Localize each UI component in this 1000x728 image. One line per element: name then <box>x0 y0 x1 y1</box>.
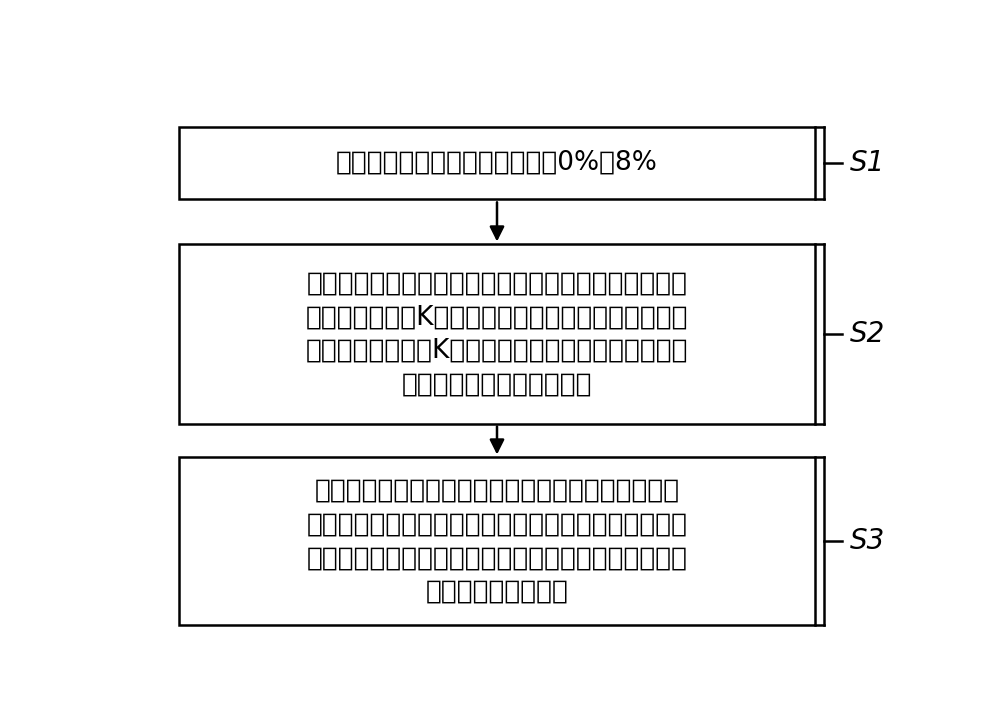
Bar <box>179 457 815 625</box>
Text: 通过测算所述电池的降压差値是否在额定范围内以判断: 通过测算所述电池的降压差値是否在额定范围内以判断 <box>306 545 688 571</box>
Text: 测算所述电池的K的値是否离散以判断所述电池是否为: 测算所述电池的K的値是否离散以判断所述电池是否为 <box>306 304 688 331</box>
Text: 不良，其中，所述K的値为所述电池在间隔时间内的电: 不良，其中，所述K的値为所述电池在间隔时间内的电 <box>306 338 688 364</box>
Bar <box>179 127 815 199</box>
Text: 储，随后对所述电池进行第二次筛选，所述第二次筛选: 储，随后对所述电池进行第二次筛选，所述第二次筛选 <box>306 512 688 537</box>
Bar <box>179 245 815 424</box>
Text: 所述电池是否为不良: 所述电池是否为不良 <box>426 579 568 605</box>
Text: S1: S1 <box>850 149 885 177</box>
Text: 对多个所述电池进行第一次筛选，所述第一次筛选通过: 对多个所述电池进行第一次筛选，所述第一次筛选通过 <box>306 271 688 296</box>
Text: 保持多个所述电池的荷电状态对多个所述电池继续存: 保持多个所述电池的荷电状态对多个所述电池继续存 <box>314 478 680 504</box>
Text: 控制多个所述电池的荷电状态为0%至8%: 控制多个所述电池的荷电状态为0%至8% <box>336 150 658 176</box>
Text: S2: S2 <box>850 320 885 348</box>
Text: S3: S3 <box>850 527 885 555</box>
Text: 压差与所述间隔时间的比値: 压差与所述间隔时间的比値 <box>402 371 592 397</box>
